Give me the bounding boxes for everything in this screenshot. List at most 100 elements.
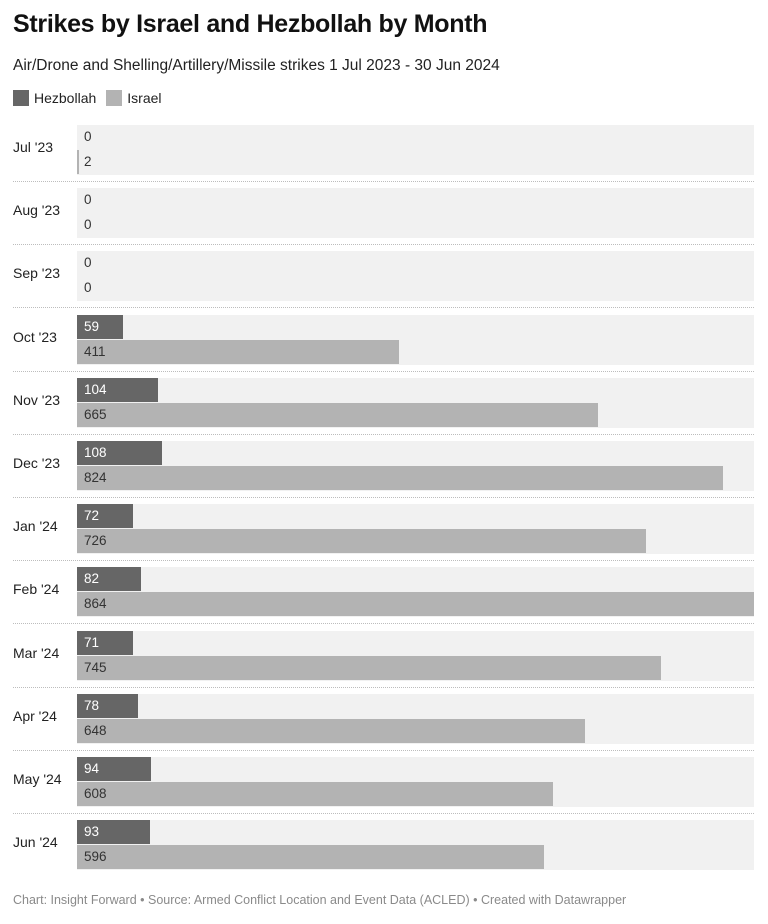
row-divider <box>13 813 754 814</box>
bar-hezbollah <box>77 820 150 845</box>
row-divider <box>13 244 754 246</box>
row-divider <box>13 560 754 562</box>
data-label-israel: 648 <box>84 722 107 738</box>
chart-row-jun-24: Jun '24 93 596 <box>0 819 768 871</box>
bar-israel <box>77 402 598 427</box>
category-label: Jan '24 <box>13 518 58 535</box>
legend-label-israel: Israel <box>127 90 162 106</box>
chart-row-aug-23: Aug '23 0 0 <box>0 187 768 239</box>
data-label-israel: 824 <box>84 470 107 485</box>
bar-track: 59 411 <box>77 314 754 365</box>
chart-subtitle: Air/Drone and Shelling/Artillery/Missile… <box>13 57 500 74</box>
bar-israel <box>77 592 754 617</box>
bar-israel <box>77 782 553 806</box>
data-label-hezbollah: 71 <box>84 634 100 650</box>
legend-item-israel: Israel <box>106 90 162 106</box>
bar-hezbollah <box>77 377 158 402</box>
data-label-hezbollah: 108 <box>84 445 107 460</box>
category-label: May '24 <box>13 771 62 787</box>
row-divider <box>13 307 754 309</box>
bar-israel <box>77 655 661 680</box>
bar-hezbollah <box>77 314 123 339</box>
chart-footer: Chart: Insight Forward • Source: Armed C… <box>13 893 627 907</box>
bar-israel <box>77 339 399 364</box>
legend-swatch-hezbollah <box>13 90 29 106</box>
chart-row-sep-23: Sep '23 0 0 <box>0 250 768 302</box>
bar-track: 72 726 <box>77 504 754 555</box>
row-divider <box>13 433 754 435</box>
row-divider <box>13 497 754 498</box>
legend-swatch-israel <box>106 90 123 106</box>
data-label-israel: 0 <box>84 280 92 296</box>
bar-track: 94 608 <box>77 757 754 807</box>
data-label-hezbollah: 78 <box>84 697 100 713</box>
data-label-hezbollah: 59 <box>84 318 100 334</box>
data-label-israel: 596 <box>84 849 107 865</box>
data-label-israel: 2 <box>84 154 92 169</box>
category-label: Sep '23 <box>13 265 61 282</box>
chart-row-oct-23: Oct '23 59 411 <box>0 314 768 365</box>
data-label-israel: 608 <box>84 786 107 801</box>
chart-row-nov-23: Nov '23 104 665 <box>0 377 768 428</box>
bar-track: 71 745 <box>77 630 754 681</box>
bar-hezbollah <box>77 757 151 781</box>
data-label-israel: 665 <box>84 406 107 422</box>
bar-hezbollah <box>77 693 138 718</box>
category-label: Apr '24 <box>13 707 57 724</box>
bar-track: 108 824 <box>77 441 754 491</box>
data-label-israel: 0 <box>84 217 92 233</box>
data-label-israel: 864 <box>84 596 107 612</box>
row-divider <box>13 370 754 372</box>
chart-row-dec-23: Dec '23 108 824 <box>0 440 768 491</box>
legend-label-hezbollah: Hezbollah <box>34 90 97 106</box>
chart-row-jan-24: Jan '24 72 726 <box>0 503 768 555</box>
data-label-hezbollah: 0 <box>84 192 92 208</box>
chart-row-jul-23: Jul '23 0 2 <box>0 124 768 175</box>
category-label: Dec '23 <box>13 455 61 471</box>
bar-israel <box>77 150 79 174</box>
bar-hezbollah <box>77 630 133 655</box>
bar-israel <box>77 529 646 554</box>
chart-row-mar-24: Mar '24 71 745 <box>0 630 768 681</box>
bar-israel <box>77 466 723 490</box>
chart-title: Strikes by Israel and Hezbollah by Month <box>13 10 488 38</box>
category-label: Jun '24 <box>13 834 58 851</box>
data-label-israel: 411 <box>84 343 106 359</box>
chart-row-may-24: May '24 94 608 <box>0 756 768 807</box>
data-label-hezbollah: 104 <box>84 381 107 397</box>
bar-track: 93 596 <box>77 820 754 871</box>
data-label-hezbollah: 94 <box>84 761 100 776</box>
chart-row-feb-24: Feb '24 82 864 <box>0 566 768 618</box>
row-divider <box>13 749 754 751</box>
chart-row-apr-24: Apr '24 78 648 <box>0 693 768 744</box>
bar-israel <box>77 845 544 870</box>
row-divider <box>13 623 754 625</box>
category-label: Oct '23 <box>13 328 57 345</box>
bar-hezbollah <box>77 504 133 529</box>
bar-track: 78 648 <box>77 693 754 744</box>
bar-hezbollah <box>77 441 162 465</box>
row-divider <box>13 686 754 688</box>
data-label-israel: 726 <box>84 533 107 549</box>
row-divider <box>13 181 754 182</box>
bar-track: 104 665 <box>77 377 754 428</box>
data-label-israel: 745 <box>84 659 107 675</box>
category-label: Mar '24 <box>13 644 60 661</box>
category-label: Nov '23 <box>13 391 61 408</box>
data-label-hezbollah: 0 <box>84 255 92 271</box>
bar-israel <box>77 718 585 743</box>
bar-hezbollah <box>77 567 141 592</box>
data-label-hezbollah: 0 <box>84 129 92 144</box>
bar-track: 82 864 <box>77 567 754 618</box>
data-label-hezbollah: 72 <box>84 508 100 524</box>
data-label-hezbollah: 93 <box>84 824 100 840</box>
category-label: Aug '23 <box>13 202 61 219</box>
legend: Hezbollah Israel <box>13 90 172 106</box>
legend-item-hezbollah: Hezbollah <box>13 90 96 106</box>
category-label: Jul '23 <box>13 139 54 155</box>
category-label: Feb '24 <box>13 581 60 598</box>
data-label-hezbollah: 82 <box>84 571 100 587</box>
